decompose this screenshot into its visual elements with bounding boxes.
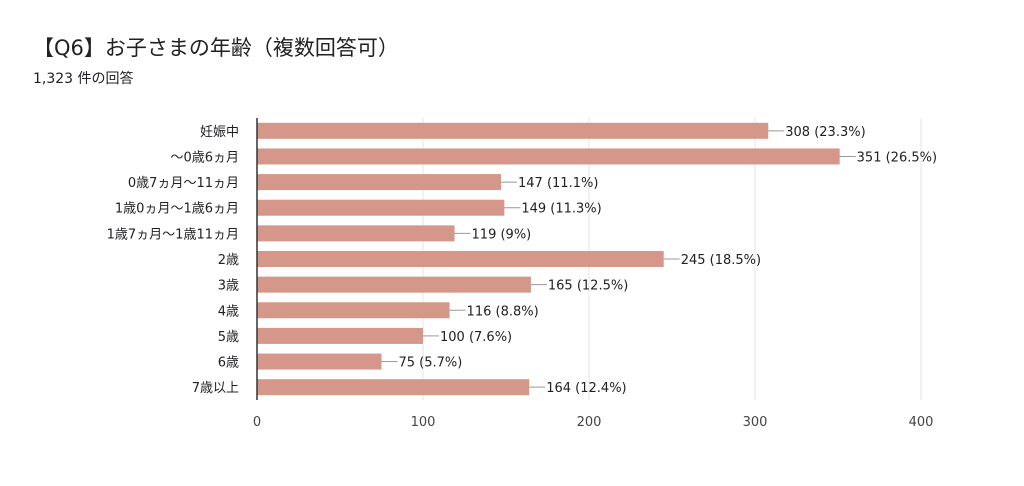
value-label: 164 (12.4%) — [546, 381, 626, 396]
value-label: 351 (26.5%) — [857, 150, 937, 165]
bar — [257, 276, 531, 293]
chart-title: 【Q6】お子さまの年齢（複数回答可） — [33, 36, 399, 60]
category-label: 5歳 — [218, 330, 239, 345]
x-tick-label: 100 — [411, 415, 436, 430]
value-label: 165 (12.5%) — [548, 279, 628, 294]
category-label: 6歳 — [218, 356, 239, 371]
category-label: 0歳7ヵ月〜11ヵ月 — [128, 176, 239, 191]
category-label: 7歳以上 — [192, 381, 239, 396]
bar — [257, 353, 382, 370]
bar — [257, 327, 423, 344]
value-label: 149 (11.3%) — [521, 202, 601, 217]
category-label: 〜0歳6ヵ月 — [170, 150, 239, 165]
x-tick-label: 200 — [577, 415, 602, 430]
x-tick-label: 400 — [909, 415, 934, 430]
x-tick-label: 0 — [253, 415, 261, 430]
category-label: 3歳 — [218, 279, 239, 294]
bar — [257, 174, 502, 191]
bar — [257, 199, 505, 216]
bar — [257, 302, 450, 319]
value-label: 147 (11.1%) — [518, 176, 598, 191]
value-label: 245 (18.5%) — [681, 253, 761, 268]
value-label: 100 (7.6%) — [440, 330, 512, 345]
bar — [257, 122, 769, 139]
category-label: 4歳 — [218, 304, 239, 319]
x-tick-label: 300 — [743, 415, 768, 430]
category-label: 妊娠中 — [200, 125, 239, 140]
value-label: 116 (8.8%) — [467, 304, 539, 319]
category-label: 1歳7ヵ月〜1歳11ヵ月 — [107, 227, 239, 242]
bar — [257, 225, 455, 242]
value-label: 119 (9%) — [472, 227, 532, 242]
response-count: 1,323 件の回答 — [33, 71, 134, 87]
bar — [257, 251, 664, 267]
bar — [257, 379, 530, 396]
value-label: 75 (5.7%) — [399, 356, 463, 371]
category-label: 1歳0ヵ月〜1歳6ヵ月 — [115, 202, 239, 217]
category-label: 2歳 — [218, 253, 239, 268]
value-label: 308 (23.3%) — [785, 125, 865, 140]
bar — [257, 148, 840, 165]
